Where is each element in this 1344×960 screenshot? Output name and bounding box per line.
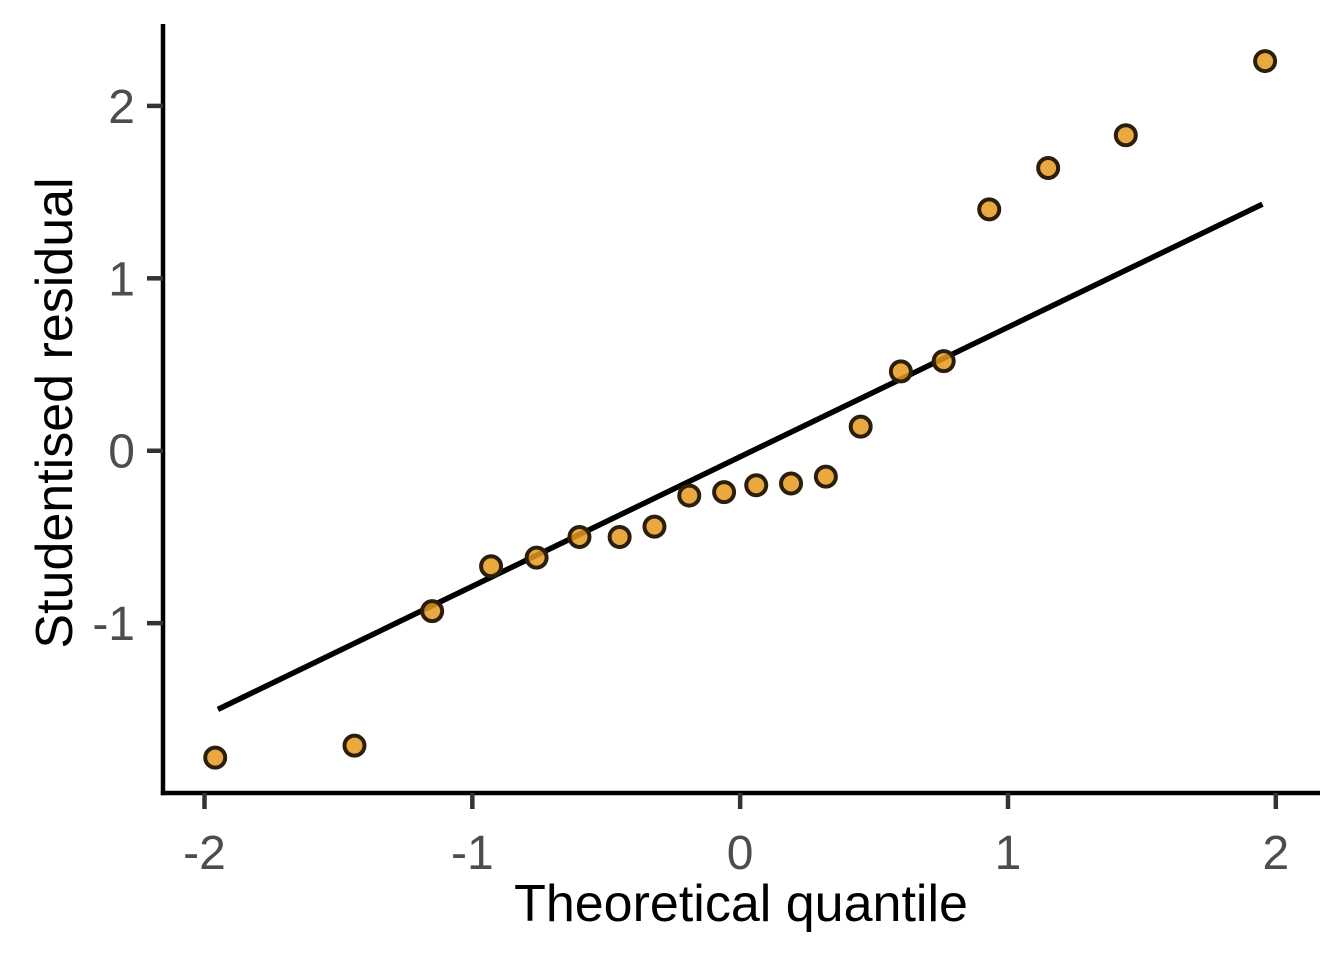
data-point	[642, 514, 667, 539]
data-point	[420, 599, 445, 624]
y-axis-title: Studentised residual	[26, 177, 84, 648]
axes-layer	[160, 24, 1320, 796]
y-tick-label: 1	[108, 253, 135, 306]
ticks-layer	[147, 103, 1279, 809]
data-point	[744, 473, 769, 498]
x-tick-label: 2	[1262, 827, 1289, 880]
data-point	[1113, 123, 1138, 148]
data-point	[524, 545, 549, 570]
x-tick-label: 1	[995, 827, 1022, 880]
data-point	[567, 524, 592, 549]
data-point	[848, 414, 873, 439]
data-point	[677, 483, 702, 508]
data-point	[712, 480, 737, 505]
x-axis-title: Theoretical quantile	[514, 875, 968, 933]
tick-labels-layer: -2 -1 0 1 2 -1 0 1 2	[92, 81, 1289, 880]
data-point	[931, 349, 956, 374]
data-point	[888, 359, 913, 384]
data-point	[203, 745, 228, 770]
data-point	[479, 554, 504, 579]
qq-reference-line	[216, 201, 1264, 712]
data-point	[1253, 49, 1278, 74]
x-tick-label: -2	[183, 827, 226, 880]
y-tick-label: -1	[92, 598, 135, 651]
data-point	[977, 197, 1002, 222]
x-tick-label: 0	[727, 827, 754, 880]
data-point	[607, 524, 632, 549]
data-point	[1036, 155, 1061, 180]
reference-line-layer	[216, 201, 1264, 712]
x-tick-label: -1	[451, 827, 494, 880]
data-points-layer	[203, 49, 1278, 770]
data-point	[342, 733, 367, 758]
y-tick-label: 0	[108, 426, 135, 479]
y-tick-label: 2	[108, 81, 135, 134]
data-point	[813, 464, 838, 489]
data-point	[779, 471, 804, 496]
